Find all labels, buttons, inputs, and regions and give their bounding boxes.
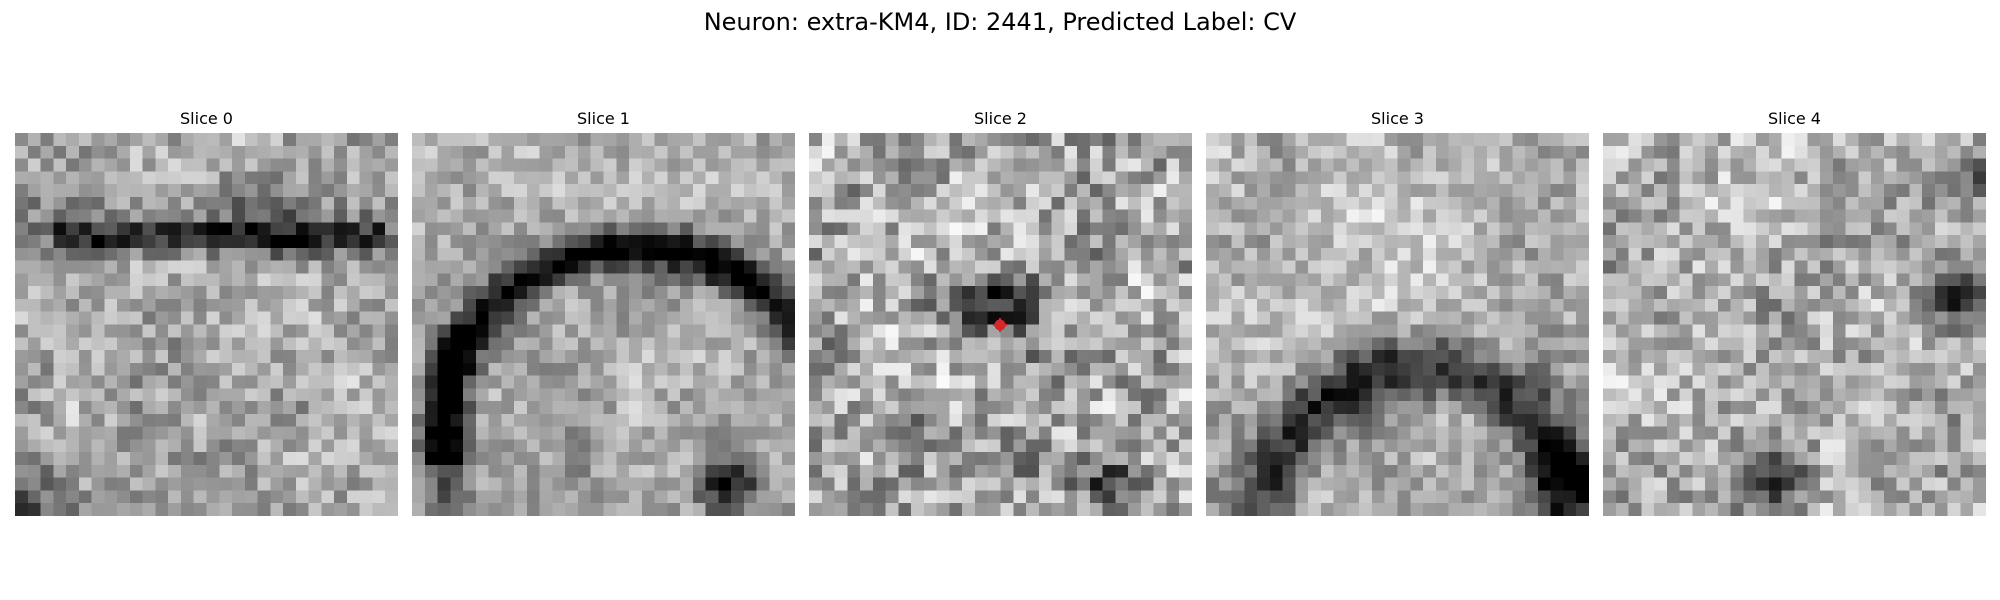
slice-panel-4: Slice 4 [1603, 108, 1986, 516]
slice-panel-2: Slice 2 [809, 108, 1192, 516]
slice-4-image [1603, 133, 1986, 516]
slice-panel-3: Slice 3 [1206, 108, 1589, 516]
slice-2-image [809, 133, 1192, 516]
slice-3-image [1206, 133, 1589, 516]
slice-4-title: Slice 4 [1768, 109, 1821, 128]
slice-3-title: Slice 3 [1371, 109, 1424, 128]
figure-title: Neuron: extra-KM4, ID: 2441, Predicted L… [703, 8, 1297, 36]
slice-panel-0: Slice 0 [15, 108, 398, 516]
slice-1-title: Slice 1 [577, 109, 630, 128]
slice-0-image [15, 133, 398, 516]
slice-panel-1: Slice 1 [412, 108, 795, 516]
slice-2-title: Slice 2 [974, 109, 1027, 128]
slice-0-title: Slice 0 [180, 109, 233, 128]
slice-1-image [412, 133, 795, 516]
